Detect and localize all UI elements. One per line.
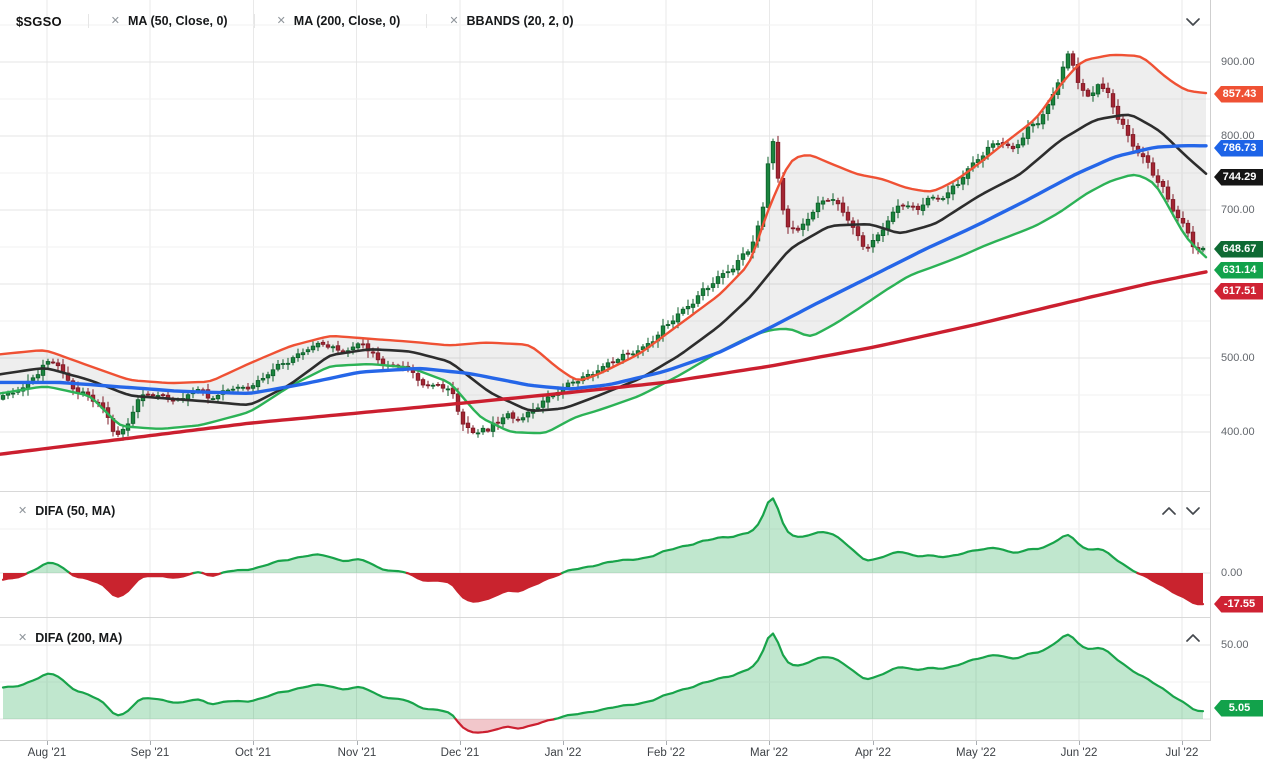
indicator-chip-bbands: ✕ BBANDS (20, 2, 0) (426, 14, 574, 28)
month-label: Jun '22 (1060, 747, 1098, 759)
time-axis[interactable]: Aug '21 Sep '21 Oct '21 Nov '21 Dec '21 Jan '… (0, 741, 1266, 764)
difa200-panel-legend: ✕ DIFA (200, MA) (18, 629, 122, 647)
month-label: May '22 (956, 747, 996, 759)
indicator-label: BBANDS (20, 2, 0) (466, 14, 574, 28)
ma200-line (0, 270, 1208, 456)
month-tick (150, 741, 151, 745)
month-tick (47, 741, 48, 745)
month-tick (357, 741, 358, 745)
chart-area[interactable] (0, 0, 1210, 740)
month-label: Sep '21 (130, 747, 170, 759)
month-label: Nov '21 (337, 747, 377, 759)
difa50-panel-legend: ✕ DIFA (50, MA) (18, 502, 115, 520)
month-tick (873, 741, 874, 745)
month-tick (563, 741, 564, 745)
axis-price-label: 50.00 (1221, 639, 1249, 651)
remove-indicator-icon[interactable]: ✕ (18, 631, 28, 644)
price-badge-bb-lower: 631.14 (1214, 261, 1263, 279)
remove-indicator-icon[interactable]: ✕ (18, 504, 28, 517)
price-badge-difa50-last: -17.55 (1214, 595, 1263, 613)
axis-separator (0, 740, 1266, 741)
panel-separator[interactable] (0, 617, 1266, 618)
month-tick (460, 741, 461, 745)
bollinger-upper-line (0, 53, 1208, 385)
axis-price-label: 500.00 (1221, 352, 1255, 364)
month-tick (976, 741, 977, 745)
indicator-chip-ma50: ✕ MA (50, Close, 0) (87, 14, 228, 28)
chevron-down-icon[interactable] (1181, 14, 1205, 30)
chevron-up-icon[interactable] (1181, 630, 1205, 646)
month-label: Apr '22 (854, 747, 892, 759)
axis-price-label: 900.00 (1221, 56, 1255, 68)
axis-price-label: 700.00 (1221, 204, 1255, 216)
panel-separator[interactable] (0, 491, 1266, 492)
difa50-area (1, 497, 1205, 606)
price-axis[interactable]: 900.00 800.00 700.00 500.00 400.00 0.00 50.00 8… (1210, 0, 1266, 764)
bollinger-band-fill (0, 54, 1206, 434)
symbol-label: $SGSO (16, 13, 62, 29)
month-tick (666, 741, 667, 745)
price-badge-ma200: 617.51 (1214, 282, 1263, 300)
indicator-chip-ma200: ✕ MA (200, Close, 0) (253, 14, 401, 28)
axis-price-label: 400.00 (1221, 426, 1255, 438)
axis-price-label: 800.00 (1221, 130, 1255, 142)
price-badge-last-close: 648.67 (1214, 240, 1263, 258)
indicator-label: MA (50, Close, 0) (128, 14, 228, 28)
month-tick (253, 741, 254, 745)
panel-label-difa50: DIFA (50, MA) (35, 504, 116, 518)
remove-indicator-icon[interactable]: ✕ (276, 14, 286, 27)
month-label: Mar '22 (750, 747, 788, 759)
month-tick (1079, 741, 1080, 745)
month-label: Dec '21 (440, 747, 480, 759)
month-tick (769, 741, 770, 745)
chevron-up-icon[interactable] (1157, 503, 1181, 519)
bollinger-mid-line (0, 113, 1208, 412)
panel-label-difa200: DIFA (200, MA) (35, 631, 123, 645)
ma50-line (0, 144, 1208, 395)
difa200-area (1, 632, 1205, 734)
indicator-label: MA (200, Close, 0) (293, 14, 401, 28)
remove-indicator-icon[interactable]: ✕ (449, 14, 459, 27)
price-badge-ma50: 786.73 (1214, 139, 1263, 157)
chevron-down-icon[interactable] (1181, 503, 1205, 519)
month-label: Aug '21 (27, 747, 67, 759)
price-badge-difa200-last: 5.05 (1214, 699, 1263, 717)
price-badge-bb-upper: 857.43 (1214, 85, 1263, 103)
price-badge-bb-mid: 744.29 (1214, 168, 1263, 186)
month-label: Oct '21 (234, 747, 272, 759)
month-label: Feb '22 (647, 747, 685, 759)
axis-price-label: 0.00 (1221, 567, 1243, 579)
bollinger-lower-line (0, 173, 1208, 435)
month-label: Jul '22 (1165, 747, 1199, 759)
month-label: Jan '22 (544, 747, 582, 759)
month-tick (1182, 741, 1183, 745)
remove-indicator-icon[interactable]: ✕ (110, 14, 121, 27)
main-panel-legend: $SGSO ✕ MA (50, Close, 0) ✕ MA (200, Clo… (16, 10, 574, 32)
